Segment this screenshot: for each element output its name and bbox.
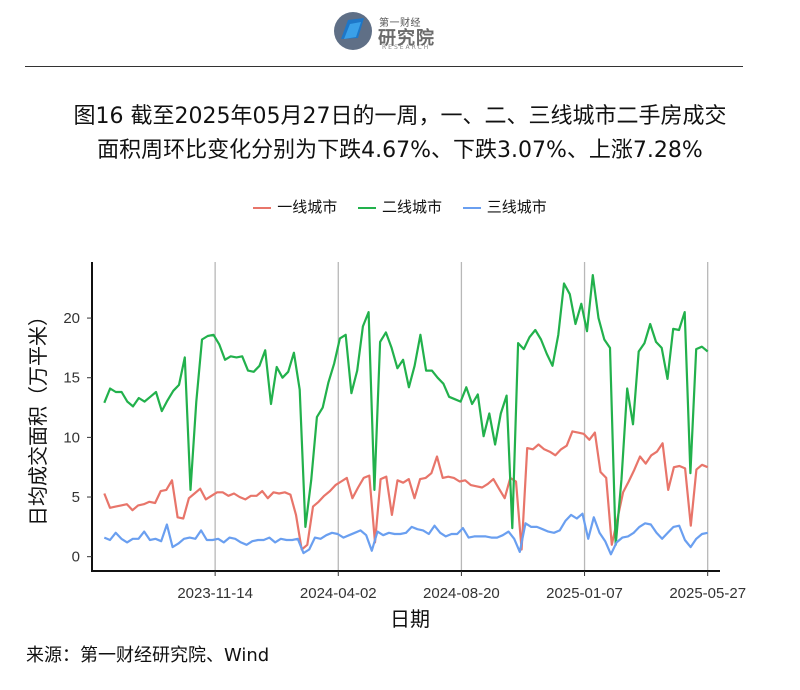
x-tick-label: 2025-01-07 — [546, 585, 623, 602]
legend-label-tier1: 一线城市 — [277, 198, 338, 216]
y-tick-label: 15 — [63, 370, 80, 387]
x-ticks: 2023-11-14 2024-04-02 2024-08-20 2025-01-07… — [177, 571, 746, 602]
x-axis-title: 日期 — [390, 607, 430, 631]
chart-title: 图16 截至2025年05月27日的一周，一、二、三线城市二手房成交 面积周环比… — [0, 100, 800, 168]
x-tick-label: 2024-04-02 — [300, 585, 377, 602]
legend-item-tier1: 一线城市 — [253, 196, 337, 217]
y-tick-label: 0 — [72, 549, 80, 566]
logo-emblem — [334, 12, 372, 50]
chart-legend: 一线城市 二线城市 三线城市 — [0, 196, 800, 217]
legend-item-tier3: 三线城市 — [462, 196, 547, 217]
logo-text-main: 研究院 — [378, 28, 435, 49]
y-axis-title: 日均成交面积（万平米） — [26, 306, 50, 526]
y-tick-label: 20 — [63, 310, 80, 327]
legend-swatch-tier2 — [357, 206, 376, 209]
chart-title-line-1: 图16 截至2025年05月27日的一周，一、二、三线城市二手房成交 — [73, 104, 727, 129]
legend-label-tier2: 二线城市 — [381, 198, 442, 216]
legend-item-tier2: 二线城市 — [357, 196, 442, 217]
source-note: 来源：第一财经研究院、Wind — [26, 645, 270, 666]
x-tick-label: 2024-08-20 — [423, 585, 500, 602]
y-tick-label: 5 — [72, 489, 80, 506]
series-line-1 — [103, 430, 709, 551]
legend-swatch-tier1 — [253, 206, 272, 209]
series-line-2 — [103, 274, 709, 546]
logo-text-sub: RESEARCH — [382, 44, 431, 51]
x-tick-label: 2023-11-14 — [177, 585, 253, 602]
series-lines — [103, 274, 709, 556]
y-tick-label: 10 — [63, 429, 80, 446]
axes — [91, 262, 720, 572]
legend-label-tier3: 三线城市 — [486, 198, 547, 216]
series-line-3 — [103, 512, 708, 556]
logo-text-top: 第一财经 — [379, 18, 421, 29]
x-tick-label: 2025-05-27 — [669, 585, 746, 602]
chart-title-line-2: 面积周环比变化分别为下跌4.67%、下跌3.07%、上涨7.28% — [97, 138, 703, 163]
legend-swatch-tier3 — [462, 206, 481, 209]
header-rule — [25, 66, 743, 67]
y-ticks: 0 5 10 15 20 — [63, 310, 92, 566]
